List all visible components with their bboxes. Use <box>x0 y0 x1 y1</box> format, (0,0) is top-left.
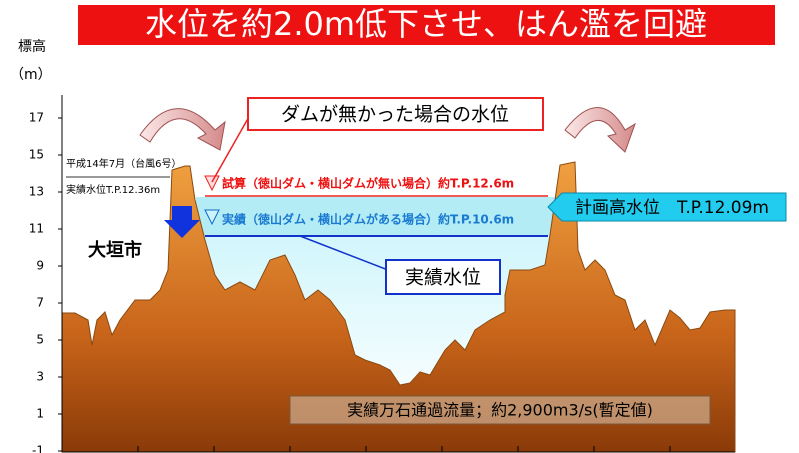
flow: 実績万石通過流量；約2,900m3/s(暫定値) <box>347 401 653 420</box>
triangle-marker <box>205 176 219 190</box>
event-level: 実績水位T.P.12.36m <box>66 183 160 196</box>
y-tick-label: -1 <box>32 444 44 453</box>
no-dam-callout: ダムが無かった場合の水位 <box>281 104 509 126</box>
curved-arrow <box>140 109 225 150</box>
y-tick-label: 11 <box>29 222 44 236</box>
y-tick-label: 1 <box>36 407 44 421</box>
actual-callout: 実績水位 <box>405 267 481 289</box>
y-tick-label: 3 <box>36 370 44 384</box>
y-tick-label: 17 <box>29 111 44 125</box>
actual-level: 実績（徳山ダム・横山ダムがある場合）約T.P.10.6m <box>222 212 514 227</box>
y-tick-label: 15 <box>29 148 44 162</box>
no-dam-level: 試算（徳山ダム・横山ダムが無い場合）約T.P.12.6m <box>222 176 514 191</box>
axis-label: 標高 <box>18 38 46 55</box>
y-tick-label: 5 <box>36 333 44 347</box>
y-tick-label: 13 <box>29 185 44 199</box>
y-tick-label: 7 <box>36 296 44 310</box>
plan-level: 計画高水位 T.P.12.09m <box>575 198 769 218</box>
diagram: 水位を約2.0m低下させ、はん濫を回避 標高 （m） 試算（徳山ダム・横山ダムが… <box>0 0 799 453</box>
event: 平成14年7月（台風6号） <box>66 157 181 170</box>
curved-arrow <box>565 108 635 153</box>
y-tick-label: 9 <box>36 259 44 273</box>
axis-unit: （m） <box>10 67 52 83</box>
title: 水位を約2.0m低下させ、はん濫を回避 <box>145 5 707 43</box>
city: 大垣市 <box>88 239 142 261</box>
